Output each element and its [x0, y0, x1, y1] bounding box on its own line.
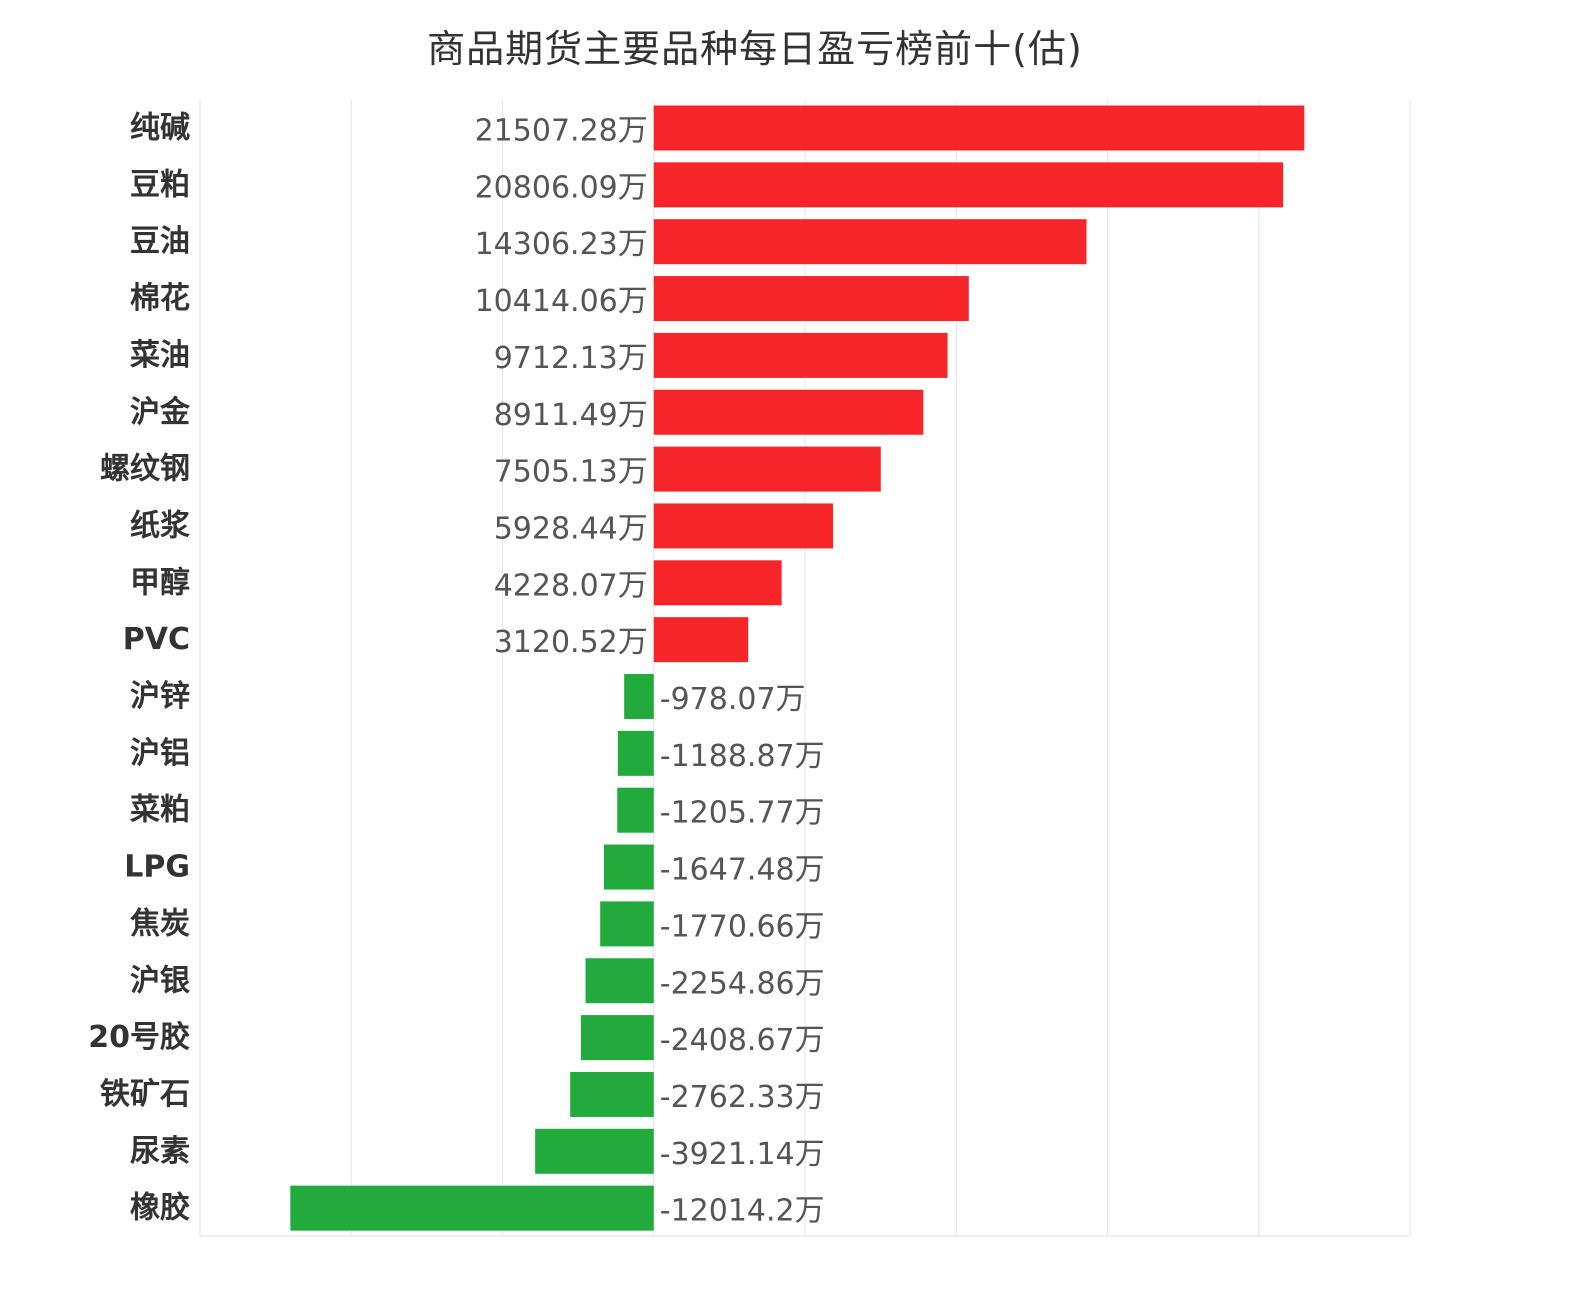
category-label: PVC [123, 622, 190, 657]
bar-14 [600, 901, 654, 947]
category-label: 橡胶 [130, 1191, 190, 1226]
value-label: 7505.13万 [494, 455, 648, 490]
bar-0 [653, 105, 1305, 151]
bar-17 [570, 1071, 654, 1117]
category-label: 纯碱 [130, 111, 190, 146]
value-label: -2408.67万 [660, 1023, 825, 1058]
value-label: -1188.87万 [660, 739, 825, 774]
bar-8 [653, 560, 782, 606]
category-label: 沪铝 [130, 736, 190, 771]
chart-title: 商品期货主要品种每日盈亏榜前十(估) [427, 27, 1083, 71]
value-label: -2762.33万 [660, 1080, 825, 1115]
category-label: 甲醇 [130, 565, 190, 600]
category-label: LPG [124, 850, 190, 885]
value-label: 9712.13万 [494, 341, 648, 376]
value-label: 5928.44万 [494, 511, 648, 546]
category-label: 棉花 [130, 281, 190, 316]
value-label: 20806.09万 [475, 170, 648, 205]
category-label: 豆粕 [130, 167, 190, 202]
bar-2 [653, 219, 1087, 265]
bar-1 [653, 162, 1284, 208]
value-label: 3120.52万 [494, 625, 648, 660]
bar-11 [617, 730, 654, 776]
bar-15 [585, 958, 654, 1004]
category-label: 菜油 [130, 338, 190, 373]
bar-layer [290, 105, 1305, 1231]
value-label: -978.07万 [660, 682, 806, 717]
value-label: 8911.49万 [494, 398, 648, 433]
bar-3 [653, 276, 969, 322]
bar-12 [617, 787, 654, 833]
value-label: 14306.23万 [475, 227, 648, 262]
bar-10 [624, 674, 654, 719]
category-label: 沪金 [130, 395, 191, 430]
bar-4 [653, 332, 948, 378]
category-label: 纸浆 [130, 508, 190, 543]
value-label: -1647.48万 [660, 853, 825, 888]
bar-9 [653, 617, 749, 663]
bar-18 [535, 1128, 654, 1174]
value-label: -1205.77万 [660, 796, 825, 831]
category-label: 沪锌 [130, 679, 190, 714]
category-label: 铁矿石 [100, 1077, 190, 1112]
category-label: 菜粕 [130, 793, 190, 828]
value-label: -3921.14万 [660, 1137, 825, 1172]
bar-16 [580, 1015, 654, 1061]
grid-layer [199, 100, 1411, 1237]
bar-6 [653, 446, 881, 492]
value-label: 21507.28万 [475, 114, 648, 149]
value-label: 4228.07万 [494, 568, 648, 603]
bar-7 [653, 503, 834, 549]
value-label: -12014.2万 [660, 1194, 825, 1229]
bar-19 [290, 1185, 654, 1231]
category-label: 焦炭 [130, 906, 190, 941]
category-label: 沪银 [130, 963, 190, 998]
bar-13 [603, 844, 654, 890]
value-label: -2254.86万 [660, 966, 825, 1001]
category-label: 豆油 [130, 224, 190, 259]
value-label: -1770.66万 [660, 909, 825, 944]
value-label: 10414.06万 [475, 284, 648, 319]
category-label: 20号胶 [88, 1020, 190, 1055]
category-label: 螺纹钢 [100, 452, 190, 487]
category-label: 尿素 [130, 1134, 190, 1169]
bar-5 [653, 389, 924, 435]
